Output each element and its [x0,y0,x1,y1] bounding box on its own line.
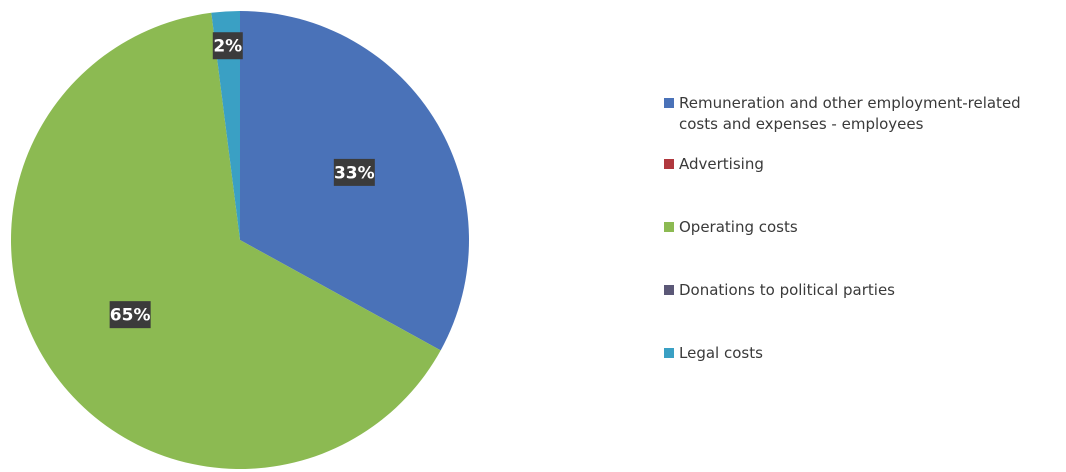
legend-label-advertising: Advertising [679,155,764,173]
pie-data-labels: 33% 65% 2% [109,32,375,329]
legend-swatch-remuneration [664,98,674,108]
pie-slices [11,11,470,469]
data-label-text-operating-costs: 65% [110,306,151,326]
legend-item-operating-costs: Operating costs [664,217,1049,238]
legend-swatch-operating-costs [664,222,674,232]
legend-label-donations: Donations to political parties [679,281,895,299]
data-label-text-remuneration: 33% [334,163,375,183]
legend-swatch-donations [664,285,674,295]
legend-item-advertising: Advertising [664,154,1049,175]
legend-swatch-legal-costs [664,348,674,358]
legend-swatch-advertising [664,159,674,169]
legend-item-remuneration: Remuneration and other employment-relate… [664,93,1049,135]
pie-slice-operating-costs [11,12,441,469]
pie-slice-legal-costs [211,11,240,240]
legend-item-legal-costs: Legal costs [664,343,1049,364]
data-label-text-legal-costs: 2% [213,37,242,57]
data-label-operating-costs: 65% [109,301,151,329]
pie-chart: 33% 65% 2% [11,11,470,469]
legend-label-legal-costs: Legal costs [679,344,763,362]
data-label-box-legal-costs [212,32,243,60]
legend-label-remuneration: Remuneration and other employment-relate… [679,94,1021,133]
legend-item-donations: Donations to political parties [664,280,1049,301]
data-label-legal-costs: 2% [212,32,243,60]
data-label-box-operating-costs [109,301,151,329]
data-label-box-remuneration [333,158,375,186]
data-label-remuneration: 33% [333,158,375,186]
legend-label-operating-costs: Operating costs [679,218,798,236]
